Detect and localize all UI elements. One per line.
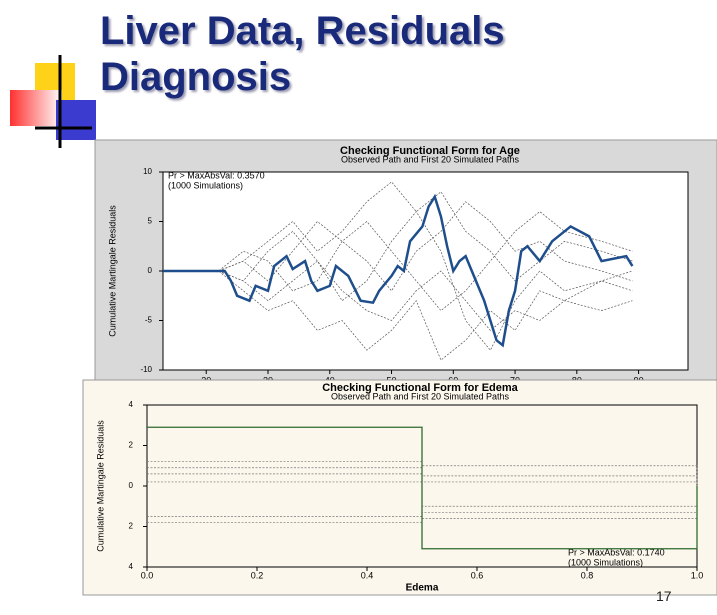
deco-square	[56, 100, 96, 140]
y-tick-label: 2	[129, 522, 134, 531]
x-axis-label: Edema	[406, 583, 439, 594]
observed-path	[147, 426, 698, 550]
x-tick-label: 0.0	[141, 570, 154, 580]
simulated-path	[163, 270, 633, 361]
chart-subtitle: Observed Path and First 20 Simulated Pat…	[341, 154, 520, 164]
y-tick-label: -10	[140, 365, 152, 374]
y-tick-label: 10	[143, 167, 152, 176]
simulated-path	[163, 211, 633, 351]
deco-square	[10, 90, 62, 126]
annotation: (1000 Simulations)	[168, 180, 243, 190]
chart: Checking Functional Form for EdemaObserv…	[82, 379, 717, 596]
simulated-path	[163, 260, 633, 331]
y-tick-label: -5	[145, 316, 153, 325]
x-tick-label: 0.8	[581, 570, 594, 580]
y-tick-label: 0	[148, 266, 153, 275]
y-axis-label: Cumulative Martingale Residuals	[107, 205, 117, 337]
observed-path	[163, 193, 634, 348]
simulated-path	[147, 465, 698, 486]
chart: Checking Functional Form for AgeObserved…	[94, 139, 717, 385]
chart-subtitle: Observed Path and First 20 Simulated Pat…	[331, 391, 510, 401]
chart-title: Checking Functional Form for Edema	[322, 382, 518, 394]
annotation: Pr > MaxAbsVal: 0.1740	[568, 547, 665, 557]
y-tick-label: 2	[129, 441, 134, 450]
y-axis-label: Cumulative Martingale Residuals	[95, 420, 105, 552]
y-tick-label: 5	[148, 217, 153, 226]
y-tick-label: 4	[129, 400, 134, 409]
chart-title: Checking Functional Form for Age	[340, 145, 520, 157]
x-tick-label: 0.4	[361, 570, 374, 580]
simulated-path	[147, 481, 698, 519]
x-tick-label: 0.6	[471, 570, 484, 580]
plot-area	[162, 171, 689, 371]
y-tick-label: 4	[129, 562, 134, 571]
annotation: Pr > MaxAbsVal: 0.3570	[168, 170, 265, 180]
y-tick-label: 0	[129, 481, 134, 490]
slide-title: Liver Data, Residuals Diagnosis	[100, 9, 505, 99]
page-number: 17	[656, 588, 672, 604]
x-tick-label: 0.2	[251, 570, 264, 580]
annotation: (1000 Simulations)	[568, 557, 643, 567]
simulated-path	[163, 181, 633, 282]
x-tick-label: 1.0	[691, 570, 704, 580]
